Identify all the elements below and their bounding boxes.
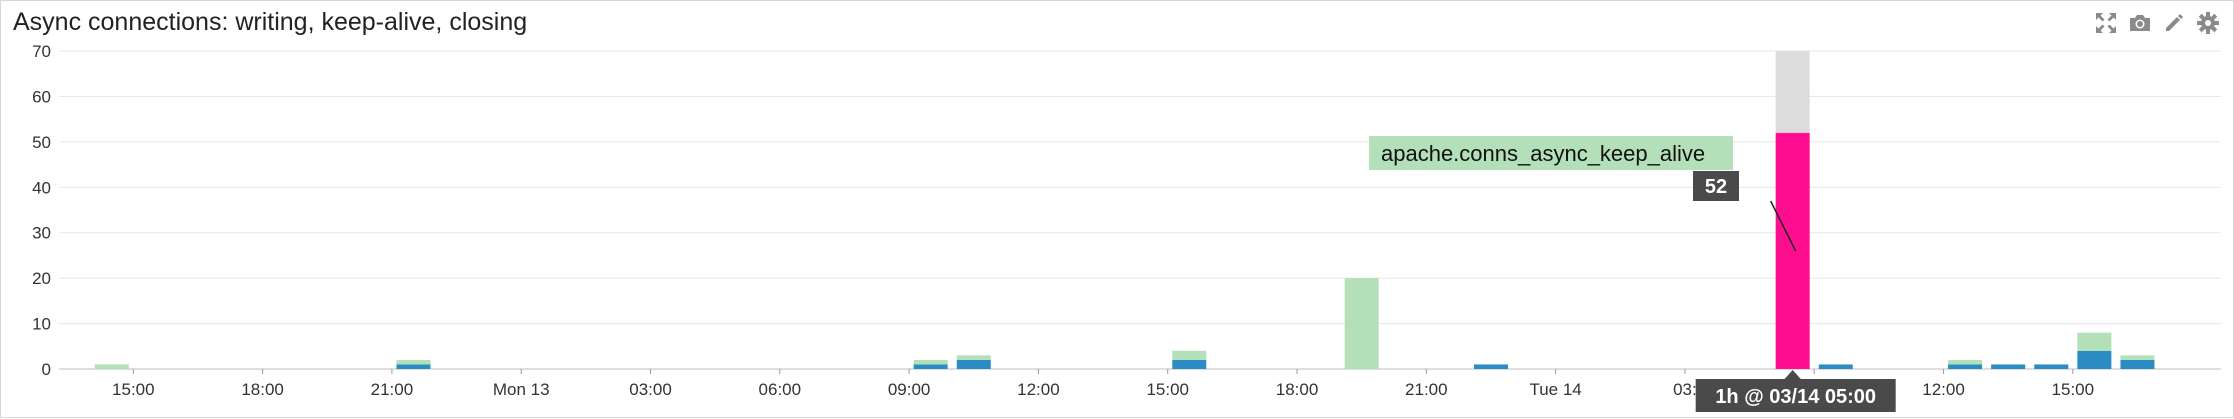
x-tick-label: 18:00	[241, 380, 284, 399]
bar-closing[interactable]	[1775, 51, 1810, 133]
pencil-icon	[2166, 14, 2183, 31]
tooltip-value-label: 52	[1705, 176, 1727, 198]
bar-writing[interactable]	[1991, 364, 2026, 369]
bar-keep-alive[interactable]	[1775, 132, 1810, 369]
x-tick-label: 09:00	[888, 380, 931, 399]
fullscreen-button[interactable]	[2089, 9, 2123, 37]
camera-icon	[2130, 15, 2150, 31]
y-tick-label: 40	[32, 178, 51, 197]
x-tick-label: 15:00	[1146, 380, 1189, 399]
x-tick-label: Tue 14	[1529, 380, 1581, 399]
bar-writing[interactable]	[1172, 359, 1207, 369]
y-tick-label: 10	[32, 315, 51, 334]
tooltip-value-box	[1693, 171, 1739, 201]
x-tick-label: 21:00	[1405, 380, 1448, 399]
bar-keep-alive[interactable]	[1948, 359, 1983, 365]
fullscreen-icon	[2096, 13, 2116, 33]
tooltip-series-label: apache.conns_async_keep_alive	[1381, 141, 1705, 166]
x-tick-label: 12:00	[1017, 380, 1060, 399]
y-tick-label: 30	[32, 224, 51, 243]
bar-writing[interactable]	[1473, 364, 1508, 369]
bar-keep-alive[interactable]	[1172, 350, 1207, 360]
tooltip-leader-line	[1770, 200, 1797, 252]
bar-keep-alive[interactable]	[956, 355, 991, 360]
x-tick-label: 03:00	[629, 380, 672, 399]
widget-toolbar	[2089, 9, 2225, 37]
x-tick-label: 21:00	[371, 380, 414, 399]
bar-writing[interactable]	[956, 359, 991, 369]
snapshot-button[interactable]	[2123, 9, 2157, 37]
y-tick-label: 70	[32, 42, 51, 61]
y-tick-label: 50	[32, 133, 51, 152]
bar-keep-alive[interactable]	[913, 359, 948, 365]
bar-writing[interactable]	[1948, 364, 1983, 369]
bar-writing[interactable]	[2034, 364, 2069, 369]
x-tick-label: 15:00	[2052, 380, 2095, 399]
bar-writing[interactable]	[396, 364, 431, 369]
edit-button[interactable]	[2157, 9, 2191, 37]
y-tick-label: 20	[32, 269, 51, 288]
tooltip-series-box	[1369, 136, 1733, 170]
y-tick-label: 0	[42, 360, 51, 379]
x-tick-label: 03:	[1673, 380, 1697, 399]
x-tick-label: 18:00	[1276, 380, 1319, 399]
tooltip-pointer	[1783, 370, 1802, 380]
bar-writing[interactable]	[913, 364, 948, 369]
bar-keep-alive[interactable]	[1344, 278, 1379, 369]
widget-title: Async connections: writing, keep-alive, …	[13, 8, 528, 36]
bar-keep-alive[interactable]	[2120, 355, 2155, 360]
y-tick-label: 60	[32, 87, 51, 106]
bar-writing[interactable]	[2120, 359, 2155, 369]
x-tick-label: 15:00	[112, 380, 155, 399]
widget-header: Async connections: writing, keep-alive, …	[1, 1, 2233, 43]
bar-writing[interactable]	[2077, 350, 2112, 369]
bar-keep-alive[interactable]	[2077, 332, 2112, 351]
x-tick-label: 06:00	[759, 380, 802, 399]
bar-writing[interactable]	[1818, 364, 1853, 369]
tooltip-time-box	[1695, 379, 1896, 412]
gear-icon	[2197, 12, 2219, 34]
x-tick-label: 12:00	[1922, 380, 1965, 399]
bar-keep-alive[interactable]	[396, 359, 431, 365]
bar-keep-alive[interactable]	[94, 364, 129, 369]
tooltip-time-label: 1h @ 03/14 05:00	[1715, 386, 1876, 408]
x-tick-label: Mon 13	[493, 380, 550, 399]
settings-button[interactable]	[2191, 9, 2225, 37]
